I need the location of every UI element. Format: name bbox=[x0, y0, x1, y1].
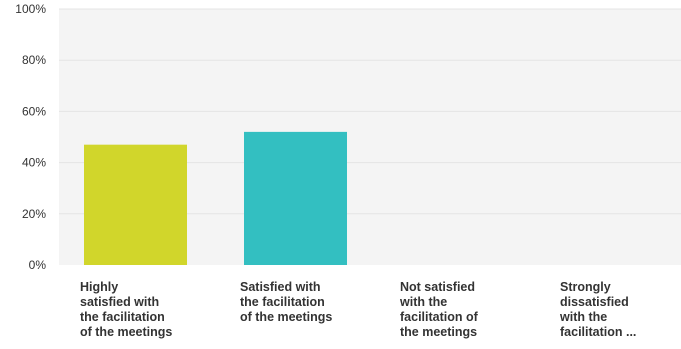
y-tick-label: 80% bbox=[22, 53, 46, 67]
x-axis-labels: Highly satisfied with the facilitation of t… bbox=[80, 280, 636, 339]
y-axis-ticks: 0% 20% 40% 60% 80% 100% bbox=[15, 2, 46, 272]
y-tick-label: 60% bbox=[22, 104, 46, 118]
x-category-label: Satisfied with the facilitation of the mee… bbox=[240, 280, 332, 324]
bar bbox=[84, 144, 187, 265]
y-tick-label: 100% bbox=[15, 2, 46, 16]
bar bbox=[244, 131, 347, 265]
y-tick-label: 20% bbox=[22, 207, 46, 221]
x-category-label: Strongly dissatisfied with the facilitation… bbox=[559, 280, 636, 339]
y-tick-label: 40% bbox=[22, 156, 46, 170]
y-tick-label: 0% bbox=[29, 258, 47, 272]
bars bbox=[84, 131, 347, 265]
x-category-label: Not satisfied with the facilitation of the … bbox=[399, 280, 479, 339]
x-category-label: Highly satisfied with the facilitation of t… bbox=[80, 280, 172, 339]
